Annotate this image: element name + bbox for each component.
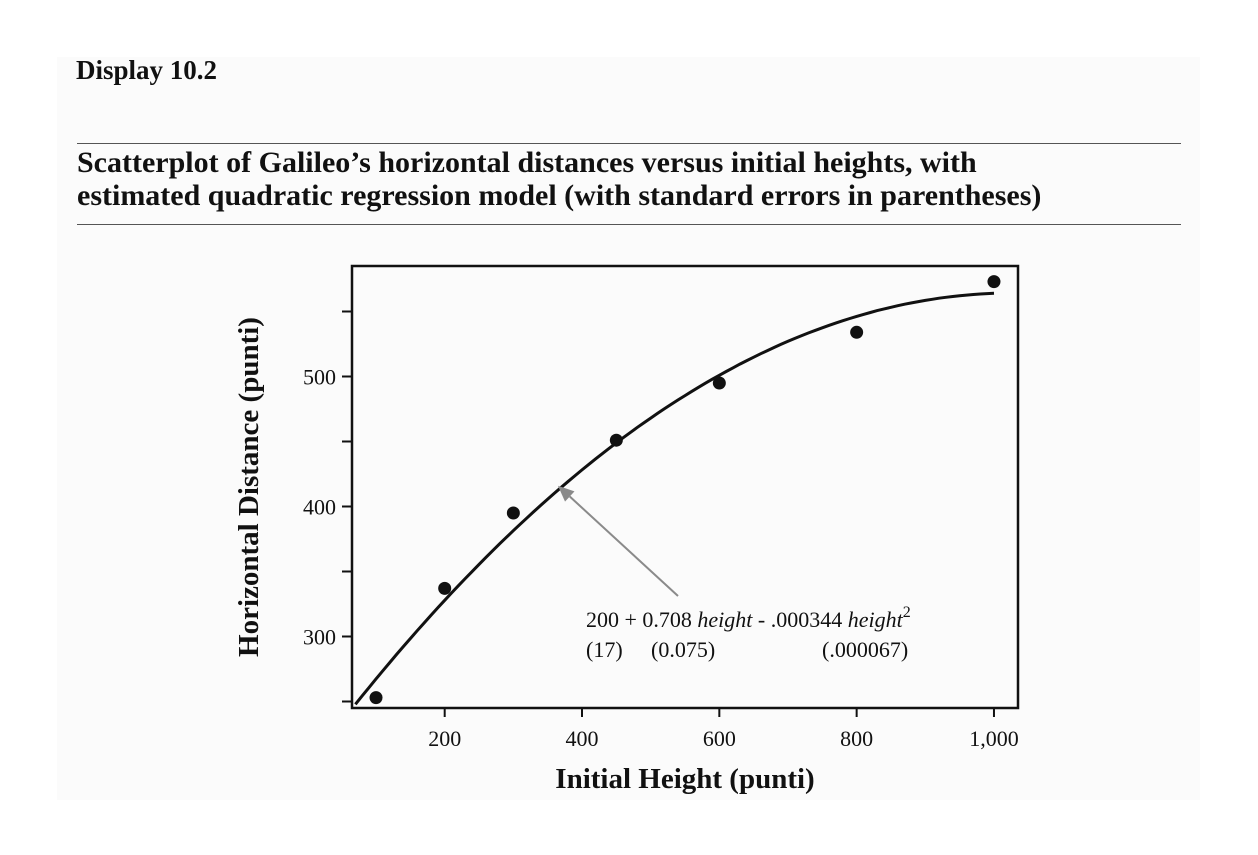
data-point [850,325,864,339]
y-axis-ticks: 300 400 500 [303,310,352,703]
equation-term-1: height [697,607,753,632]
caption-bottom-rule [77,224,1181,225]
figure-panel [57,57,1200,800]
data-points [369,275,1001,705]
se-quadratic: (.000067) [822,637,908,662]
se-intercept: (17) [586,637,623,662]
equation-plus: + [619,607,642,632]
equation-term-2: height [848,607,904,632]
data-point [712,376,726,390]
equation-intercept: 200 [586,607,619,632]
annotation-arrow-head [557,485,575,502]
plot-frame [350,264,1020,710]
equation-quadratic-coef: .000344 [771,607,843,632]
figure-caption: Scatterplot of Galileo’s horizontal dist… [77,146,1041,212]
annotation-arrow-line [569,495,679,597]
annotation-arrow [557,485,679,597]
x-tick-label: 200 [428,726,461,751]
equation-minus: - [752,607,770,632]
data-point [369,691,383,705]
x-axis-label: Initial Height (punti) [555,763,814,795]
x-tick-label: 400 [566,726,599,751]
caption-line-1: Scatterplot of Galileo’s horizontal dist… [77,146,977,179]
display-label: Display 10.2 [76,55,218,85]
data-point [506,506,520,520]
y-axis-label: Horizontal Distance (punti) [233,317,265,657]
y-tick-label: 500 [303,365,336,390]
x-tick-label: 600 [703,726,736,751]
x-tick-label: 1,000 [969,726,1019,751]
caption-top-rule [77,143,1181,144]
x-axis-ticks: 200 400 600 800 1,000 [428,708,1019,751]
equation-linear-coef: 0.708 [642,607,692,632]
regression-curve [354,291,995,706]
se-linear: (0.075) [651,637,715,662]
data-point [609,433,623,447]
caption-line-2: estimated quadratic regression model (wi… [77,179,1042,212]
y-tick-label: 400 [303,495,336,520]
y-tick-label: 300 [303,625,336,650]
x-tick-label: 800 [840,726,873,751]
equation-exponent: 2 [903,604,911,621]
equation-text: 200 + 0.708 height - .000344 height2 [586,604,911,632]
data-point [438,581,452,595]
data-point [987,275,1001,289]
